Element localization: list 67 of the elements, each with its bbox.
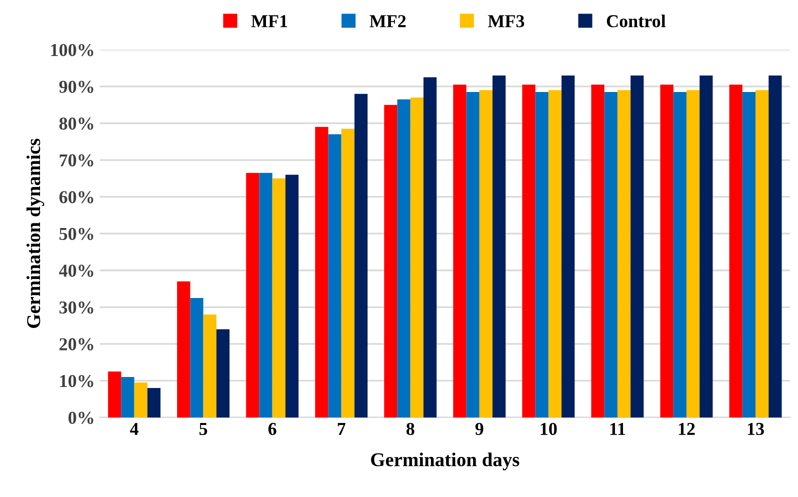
x-tick-label: 10 — [540, 422, 557, 436]
x-tick-label: 13 — [748, 422, 764, 436]
bar — [617, 90, 631, 418]
legend-label: Control — [606, 14, 666, 28]
bar — [453, 84, 466, 418]
y-tick-label: 90% — [59, 80, 94, 93]
bar — [591, 84, 604, 418]
bar — [729, 84, 742, 418]
y-tick-label: 70% — [60, 154, 94, 167]
bar — [492, 75, 506, 418]
bar — [673, 92, 686, 418]
x-tick-label: 7 — [338, 423, 346, 435]
bar — [700, 75, 713, 418]
bar — [328, 134, 342, 418]
y-axis-title: Germination dynamics — [26, 138, 44, 328]
bar — [548, 90, 562, 418]
bar — [756, 90, 769, 418]
x-tick-label: 11 — [610, 422, 626, 435]
bar — [272, 178, 286, 418]
bar — [341, 128, 354, 418]
x-tick-label: 6 — [268, 422, 276, 436]
bar — [397, 99, 410, 418]
bar — [479, 90, 493, 418]
bar — [535, 92, 548, 418]
x-axis-title: Germination days — [371, 452, 520, 470]
y-tick-label: 20% — [60, 338, 94, 350]
y-tick-label: 10% — [60, 374, 94, 388]
x-tick-label: 12 — [678, 422, 695, 435]
y-tick-label: 60% — [59, 191, 94, 204]
y-tick-label: 80% — [59, 118, 94, 130]
bar — [660, 84, 674, 418]
bar — [203, 314, 216, 418]
bar — [177, 281, 190, 418]
bar — [423, 77, 437, 418]
bar — [246, 172, 260, 418]
bar — [384, 104, 398, 418]
bar — [686, 90, 700, 418]
bar — [630, 75, 644, 418]
x-tick-label: 9 — [475, 422, 484, 436]
bar — [604, 92, 618, 418]
legend-label: MF2 — [370, 15, 406, 28]
bar — [354, 94, 368, 418]
bar — [147, 388, 160, 418]
bar — [742, 92, 756, 418]
bar — [216, 329, 230, 418]
y-tick-label: 0% — [68, 412, 94, 424]
x-tick-label: 4 — [130, 422, 138, 435]
y-tick-label: 50% — [60, 228, 94, 240]
bar — [259, 172, 272, 418]
bar — [410, 98, 424, 418]
x-tick-label: 8 — [406, 422, 414, 436]
bar — [134, 382, 148, 418]
bar — [190, 298, 204, 418]
y-tick-label: 40% — [59, 264, 94, 277]
bar — [768, 75, 782, 418]
bar — [522, 84, 536, 418]
y-tick-label: 100% — [51, 44, 94, 56]
bar — [466, 92, 480, 418]
bar — [121, 377, 134, 418]
x-tick-label: 5 — [200, 423, 208, 436]
legend-label: MF3 — [488, 15, 524, 28]
bar — [285, 174, 299, 418]
legend-label: MF1 — [251, 15, 288, 28]
y-tick-label: 30% — [59, 301, 94, 314]
bar — [108, 372, 122, 418]
bar — [562, 75, 575, 418]
bar — [315, 126, 328, 418]
